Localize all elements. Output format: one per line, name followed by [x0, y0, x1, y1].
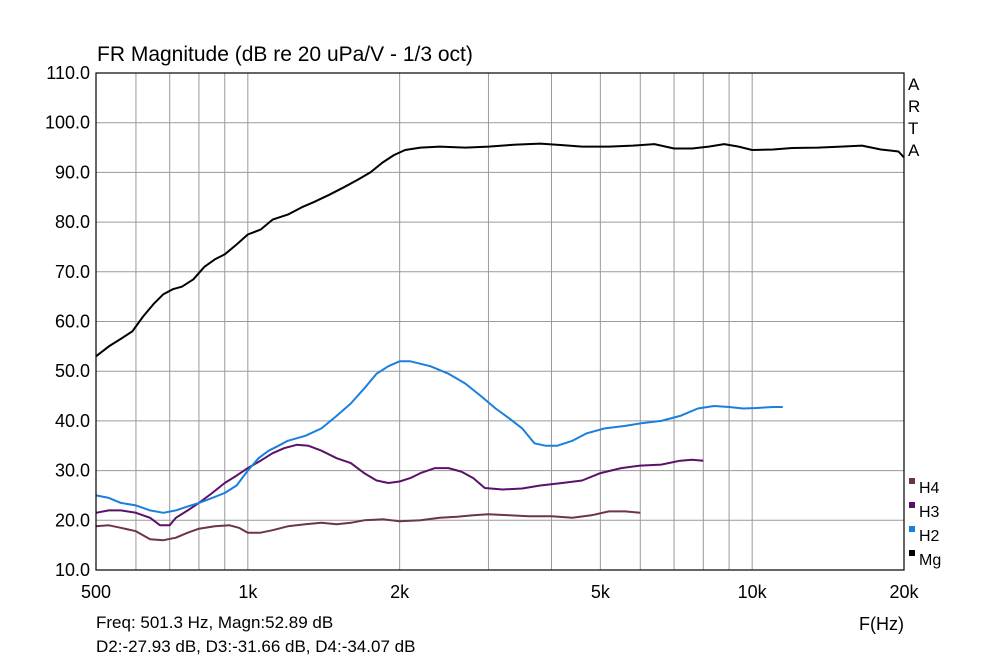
legend-swatch-h2 — [909, 526, 915, 532]
y-tick-label: 50.0 — [55, 361, 90, 381]
y-tick-label: 70.0 — [55, 262, 90, 282]
series-line-mg — [95, 142, 905, 358]
brand-letter: T — [908, 119, 918, 138]
x-tick-label: 5k — [591, 582, 611, 602]
legend-label-h3: H3 — [919, 504, 940, 521]
y-tick-label: 110.0 — [46, 63, 90, 83]
x-tick-label: 500 — [81, 582, 111, 602]
readout-distortion: D2:-27.93 dB, D3:-31.66 dB, D4:-34.07 dB — [96, 637, 416, 656]
series-line-h2 — [95, 360, 783, 514]
x-tick-label: 20k — [889, 582, 919, 602]
x-tick-label: 10k — [738, 582, 768, 602]
series-line-h3 — [95, 443, 704, 527]
legend-swatch-h4 — [909, 478, 915, 484]
y-tick-label: 100.0 — [45, 113, 90, 133]
x-tick-label: 1k — [238, 582, 258, 602]
plot-frame — [95, 72, 905, 571]
x-axis-ticks: 500 1k 2k 5k 10k 20k — [81, 582, 920, 602]
x-axis-label: F(Hz) — [859, 614, 904, 634]
legend-label-h2: H2 — [919, 528, 940, 545]
readout-freq-magnitude: Freq: 501.3 Hz, Magn:52.89 dB — [96, 613, 334, 632]
legend-swatch-mg — [909, 550, 915, 556]
y-tick-label: 10.0 — [55, 560, 90, 580]
y-axis-ticks: 10.0 20.0 30.0 40.0 50.0 60.0 70.0 80.0 90.0 100.… — [45, 63, 90, 580]
legend-swatch-h3 — [909, 502, 915, 508]
brand-letter: A — [908, 141, 920, 160]
brand-letter: R — [908, 97, 920, 116]
x-tick-label: 2k — [390, 582, 410, 602]
brand-letter: A — [908, 75, 920, 94]
series-curves — [95, 142, 905, 542]
legend-label-h4: H4 — [919, 480, 940, 497]
y-tick-label: 80.0 — [55, 212, 90, 232]
y-tick-label: 60.0 — [55, 312, 90, 332]
legend: H4 H3 H2 Mg — [909, 478, 941, 569]
y-tick-label: 20.0 — [55, 510, 90, 530]
legend-label-mg: Mg — [919, 552, 941, 569]
chart-title: FR Magnitude (dB re 20 uPa/V - 1/3 oct) — [97, 43, 473, 66]
y-tick-label: 90.0 — [55, 162, 90, 182]
series-line-h4 — [95, 510, 641, 542]
y-tick-label: 40.0 — [55, 411, 90, 431]
y-tick-label: 30.0 — [55, 461, 90, 481]
